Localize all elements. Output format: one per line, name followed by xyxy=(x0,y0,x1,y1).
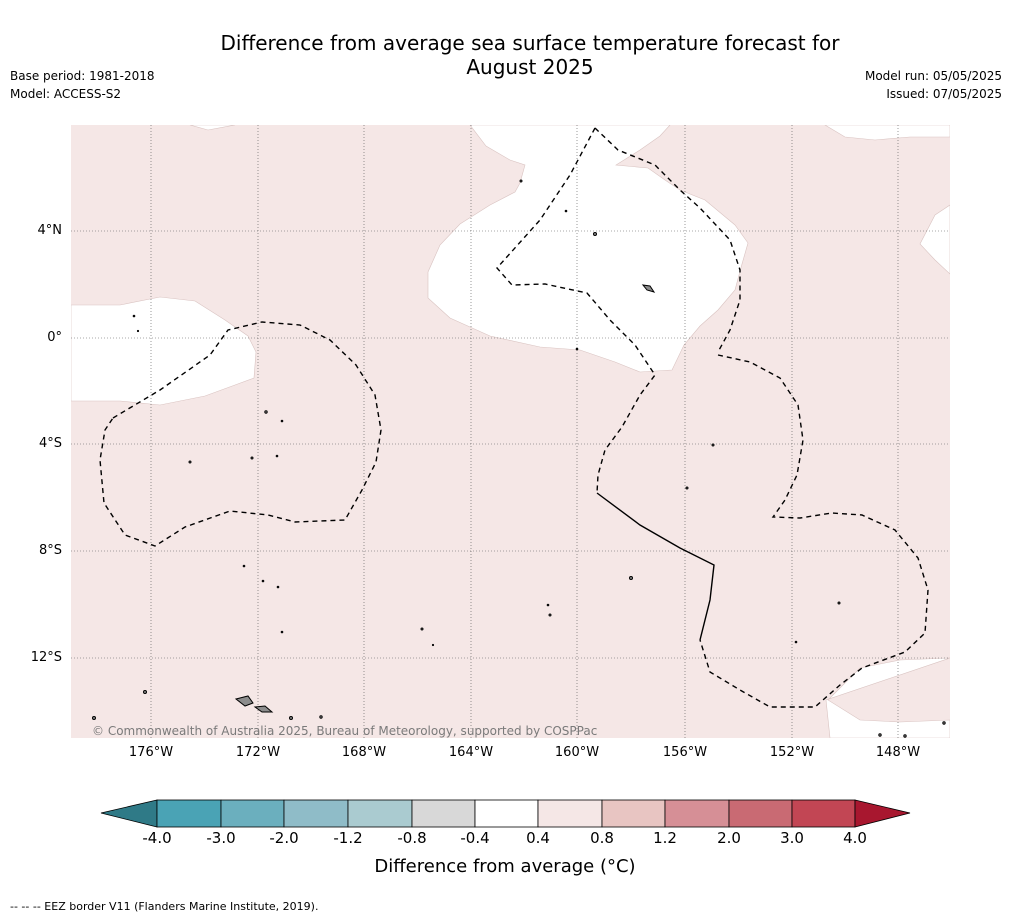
colorbar-label: 0.8 xyxy=(590,829,614,847)
colorbar-label: -2.0 xyxy=(269,829,299,847)
copyright-notice: © Commonwealth of Australia 2025, Bureau… xyxy=(92,724,598,738)
base-period-text: Base period: 1981-2018 xyxy=(10,69,155,83)
near-normal-region-topright xyxy=(824,125,950,141)
eez-border-solid xyxy=(596,492,715,641)
colorbar-bin-3 xyxy=(283,799,349,828)
colorbar-bin-1 xyxy=(156,799,222,828)
colorbar-bin-4 xyxy=(347,799,413,828)
near-normal-region-west xyxy=(71,296,257,406)
colorbar-bin-8 xyxy=(601,799,666,828)
lon-tick-label: 148°W xyxy=(875,745,921,760)
lat-tick-label: 4°N xyxy=(37,223,63,238)
metadata-left: Base period: 1981-2018 Model: ACCESS-S2 xyxy=(10,67,155,103)
colorbar-label: 2.0 xyxy=(717,829,741,847)
colorbar-extend-low xyxy=(100,799,158,828)
colorbar-label: -1.2 xyxy=(333,829,363,847)
eez-legend-footer: -- -- -- EEZ border V11 (Flanders Marine… xyxy=(10,900,319,913)
colorbar-bin-6 xyxy=(474,799,539,828)
colorbar-label: -3.0 xyxy=(206,829,236,847)
colorbar-label: 4.0 xyxy=(843,829,867,847)
near-normal-region-north xyxy=(427,125,749,373)
colorbar xyxy=(100,799,911,828)
lon-tick-label: 172°W xyxy=(235,745,281,760)
near-normal-region-east xyxy=(919,204,950,275)
eez-borders xyxy=(99,127,929,708)
colorbar-title: Difference from average (°C) xyxy=(374,856,636,877)
lon-tick-label: 152°W xyxy=(769,745,815,760)
model-run-text: Model run: 05/05/2025 xyxy=(864,69,1002,83)
lat-tick-label: 4°S xyxy=(38,436,62,451)
metadata-right: Model run: 05/05/2025 Issued: 07/05/2025 xyxy=(865,67,1002,103)
lon-tick-label: 164°W xyxy=(448,745,494,760)
colorbar-label: 0.4 xyxy=(526,829,550,847)
colorbar-bin-7 xyxy=(537,799,603,828)
issued-text: Issued: 07/05/2025 xyxy=(886,87,1002,101)
colorbar-label: 1.2 xyxy=(653,829,677,847)
colorbar-label: -0.4 xyxy=(460,829,490,847)
lon-tick-label: 156°W xyxy=(662,745,708,760)
colorbar-label: -4.0 xyxy=(142,829,172,847)
lat-tick-label: 0° xyxy=(47,330,62,345)
graticule xyxy=(71,125,950,738)
colorbar-bin-2 xyxy=(220,799,285,828)
colorbar-label: 3.0 xyxy=(780,829,804,847)
lat-tick-label: 8°S xyxy=(38,543,62,558)
colorbar-bin-11 xyxy=(791,799,856,828)
colorbar-label: -0.8 xyxy=(397,829,427,847)
colorbar-extend-high xyxy=(854,799,911,828)
map-title: Difference from average sea surface temp… xyxy=(150,31,910,79)
islands xyxy=(92,179,946,738)
map-title-line2: August 2025 xyxy=(466,55,594,79)
lon-tick-label: 176°W xyxy=(128,745,174,760)
map-title-line1: Difference from average sea surface temp… xyxy=(220,31,840,55)
lon-tick-label: 168°W xyxy=(341,745,387,760)
colorbar-bin-5 xyxy=(411,799,476,828)
model-text: Model: ACCESS-S2 xyxy=(10,87,122,101)
lon-tick-label: 160°W xyxy=(554,745,600,760)
near-normal-region-topleft xyxy=(189,125,236,131)
colorbar-bin-10 xyxy=(728,799,793,828)
lat-tick-label: 12°S xyxy=(30,650,62,665)
colorbar-bin-9 xyxy=(664,799,730,828)
